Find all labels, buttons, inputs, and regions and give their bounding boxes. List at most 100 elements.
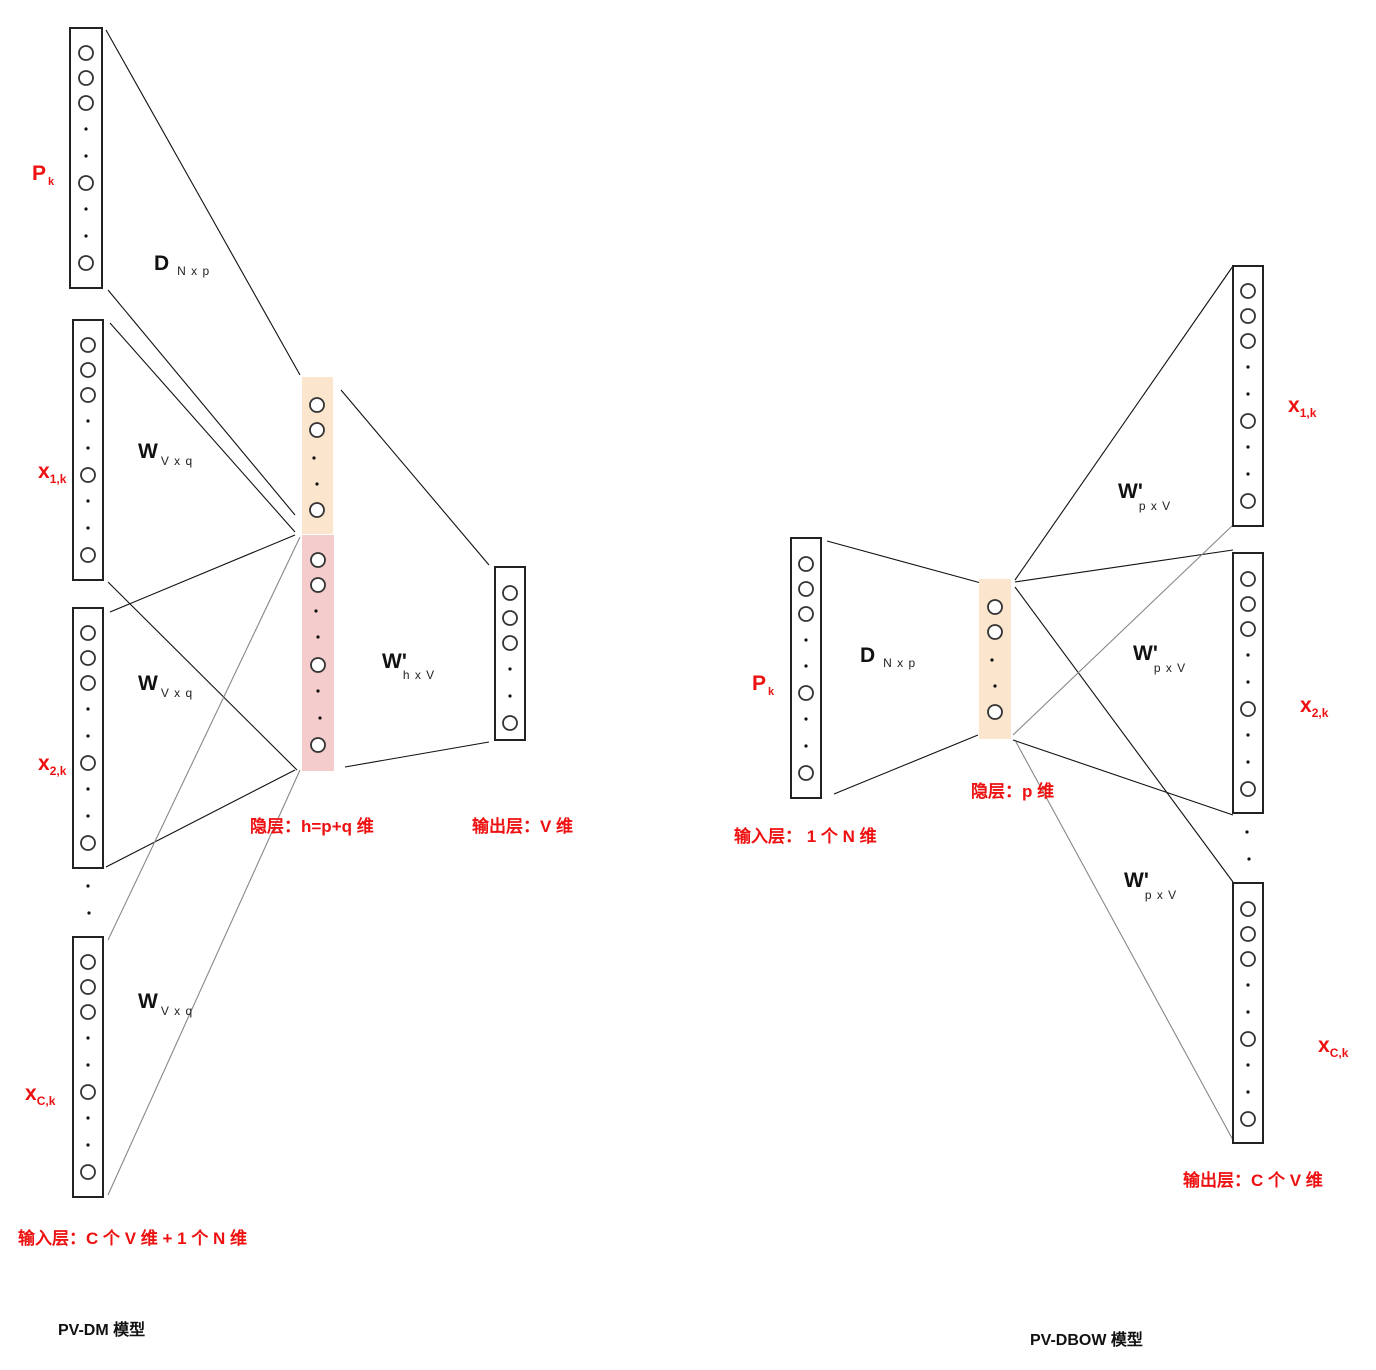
neuron-circle-icon: [1240, 571, 1256, 587]
neuron-circle-icon: [1240, 596, 1256, 612]
connection-line: [107, 536, 301, 941]
pvdbow-label-x2k: x2,k: [1300, 694, 1329, 720]
ellipsis-dot: [1246, 472, 1250, 476]
ellipsis-dot: [318, 716, 322, 720]
ellipsis-dot: [1246, 1063, 1250, 1067]
pvdm-hidden-caption: 隐层：h=p+q 维: [250, 816, 374, 836]
neuron-circle-icon: [1240, 413, 1256, 429]
ellipsis-dot: [1246, 653, 1250, 657]
neuron-circle-icon: [1240, 1031, 1256, 1047]
pvdm-input-x2k: [72, 607, 104, 869]
neuron-circle-icon: [80, 1164, 96, 1180]
ellipsis-dot: [84, 207, 88, 211]
ellipsis-dot: [87, 911, 91, 915]
neuron-circle-icon: [80, 547, 96, 563]
ellipsis-dot: [86, 787, 90, 791]
ellipsis-dot: [1246, 733, 1250, 737]
neuron-circle-icon: [78, 45, 94, 61]
neuron-circle-icon: [80, 755, 96, 771]
neuron-circle-icon: [80, 362, 96, 378]
neuron-circle-icon: [310, 552, 326, 568]
neuron-circle-icon: [1240, 951, 1256, 967]
neuron-circle-icon: [502, 585, 518, 601]
ellipsis-dot: [86, 1143, 90, 1147]
neuron-circle-icon: [1240, 1111, 1256, 1127]
connection-line: [344, 741, 490, 768]
connection-line: [109, 322, 296, 533]
neuron-circle-icon: [78, 70, 94, 86]
neuron-circle-icon: [78, 175, 94, 191]
neuron-circle-icon: [80, 625, 96, 641]
neuron-circle-icon: [309, 422, 325, 438]
neuron-circle-icon: [1240, 701, 1256, 717]
neuron-circle-icon: [80, 1004, 96, 1020]
ellipsis-dot: [1246, 365, 1250, 369]
neuron-circle-icon: [1240, 333, 1256, 349]
connection-line: [833, 734, 979, 795]
neuron-circle-icon: [798, 606, 814, 622]
pvdbow-weight-wprime-c: W' p x V: [1124, 869, 1177, 902]
pvdm-weight-wprime: W' h x V: [382, 650, 435, 682]
connection-line: [109, 534, 296, 613]
ellipsis-dot: [86, 419, 90, 423]
ellipsis-dot: [86, 1116, 90, 1120]
neuron-circle-icon: [80, 979, 96, 995]
ellipsis-dot: [84, 234, 88, 238]
neuron-circle-icon: [1240, 926, 1256, 942]
pvdm-title: PV-DM 模型: [58, 1320, 145, 1339]
connection-line: [107, 289, 296, 516]
neuron-circle-icon: [80, 387, 96, 403]
connection-line: [1012, 739, 1234, 816]
neuron-circle-icon: [310, 577, 326, 593]
pvdm-input-pk: [69, 27, 103, 289]
pvdm-input-x1k: [72, 319, 104, 581]
pvdm-label-xck: xC,k: [25, 1082, 56, 1108]
ellipsis-dot: [1246, 392, 1250, 396]
ellipsis-dot: [1245, 830, 1249, 834]
neuron-circle-icon: [80, 467, 96, 483]
layer-vectors: [69, 27, 1264, 1198]
ellipsis-dot: [1246, 680, 1250, 684]
neuron-circle-icon: [80, 675, 96, 691]
ellipsis-dot: [86, 446, 90, 450]
ellipsis-dot: [804, 744, 808, 748]
ellipsis-dot: [1246, 445, 1250, 449]
ellipsis-dot: [993, 684, 997, 688]
ellipsis-dot: [86, 1063, 90, 1067]
pvdbow-label-x1k: x1,k: [1288, 394, 1317, 420]
neuron-circle-icon: [502, 635, 518, 651]
connection-line: [1014, 549, 1234, 583]
ellipsis-dot: [86, 734, 90, 738]
ellipsis-dot: [86, 499, 90, 503]
neuron-circle-icon: [798, 685, 814, 701]
connection-line: [1014, 586, 1234, 883]
connection-line: [1015, 741, 1234, 1141]
pvdm-input-caption: 输入层：C 个 V 维 + 1 个 N 维: [18, 1228, 247, 1248]
neuron-circle-icon: [1240, 781, 1256, 797]
ellipsis-dot: [508, 694, 512, 698]
pvdbow-input-caption: 输入层： 1 个 N 维: [734, 826, 877, 846]
neuron-circle-icon: [798, 765, 814, 781]
neuron-circle-icon: [1240, 621, 1256, 637]
ellipsis-dot: [84, 154, 88, 158]
ellipsis-dot: [86, 707, 90, 711]
pvdbow-weight-wprime-1: W' p x V: [1118, 480, 1171, 513]
neuron-circle-icon: [78, 95, 94, 111]
neuron-circle-icon: [310, 737, 326, 753]
neuron-circle-icon: [987, 704, 1003, 720]
neuron-circle-icon: [1240, 308, 1256, 324]
ellipsis-dot: [1246, 760, 1250, 764]
pvdm-hidden-word-part: [302, 535, 334, 771]
ellipsis-dot: [1246, 983, 1250, 987]
pvdbow-hidden-caption: 隐层：p 维: [971, 781, 1054, 801]
ellipsis-dot: [990, 658, 994, 662]
connection-line: [105, 769, 296, 868]
ellipsis-dot: [804, 664, 808, 668]
ellipsis-dot: [1247, 857, 1251, 861]
neuron-circle-icon: [310, 657, 326, 673]
